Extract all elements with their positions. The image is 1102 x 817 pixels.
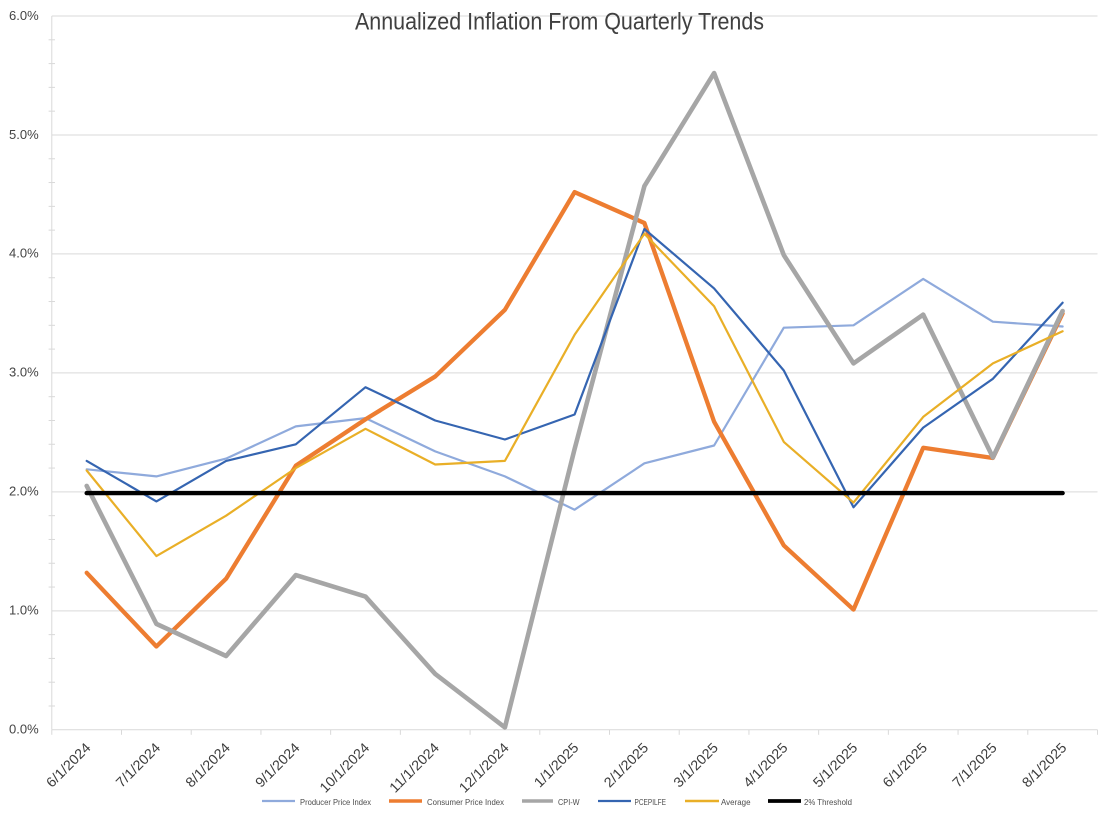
svg-text:6.0%: 6.0%: [9, 8, 39, 23]
svg-text:Average: Average: [721, 798, 751, 807]
svg-text:Producer Price Index: Producer Price Index: [300, 798, 371, 807]
svg-text:11/1/2024: 11/1/2024: [386, 739, 442, 795]
svg-text:7/1/2024: 7/1/2024: [112, 739, 163, 790]
svg-text:3.0%: 3.0%: [9, 365, 39, 380]
svg-text:12/1/2024: 12/1/2024: [456, 739, 512, 795]
svg-text:CPI-W: CPI-W: [558, 798, 580, 807]
svg-text:1.0%: 1.0%: [9, 603, 39, 618]
svg-text:6/1/2024: 6/1/2024: [43, 739, 94, 790]
svg-text:5/1/2025: 5/1/2025: [810, 739, 861, 790]
svg-text:4/1/2025: 4/1/2025: [740, 739, 791, 790]
svg-text:6/1/2025: 6/1/2025: [879, 739, 930, 790]
svg-text:PCEPILFE: PCEPILFE: [635, 798, 667, 807]
svg-text:3/1/2025: 3/1/2025: [670, 739, 721, 790]
svg-text:2/1/2025: 2/1/2025: [600, 739, 651, 790]
svg-text:0.0%: 0.0%: [9, 722, 39, 737]
svg-text:2% Threshold: 2% Threshold: [804, 798, 852, 807]
svg-text:8/1/2025: 8/1/2025: [1019, 739, 1070, 790]
svg-text:4.0%: 4.0%: [9, 246, 39, 261]
svg-text:Consumer Price Index: Consumer Price Index: [427, 798, 504, 807]
svg-text:7/1/2025: 7/1/2025: [949, 739, 1000, 790]
svg-text:5.0%: 5.0%: [9, 127, 39, 142]
svg-text:8/1/2024: 8/1/2024: [182, 739, 233, 790]
svg-text:1/1/2025: 1/1/2025: [531, 739, 582, 790]
svg-text:9/1/2024: 9/1/2024: [252, 739, 303, 790]
svg-text:Annualized Inflation From Quar: Annualized Inflation From Quarterly Tren…: [355, 9, 764, 36]
svg-text:2.0%: 2.0%: [9, 484, 39, 499]
svg-text:10/1/2024: 10/1/2024: [316, 739, 372, 795]
